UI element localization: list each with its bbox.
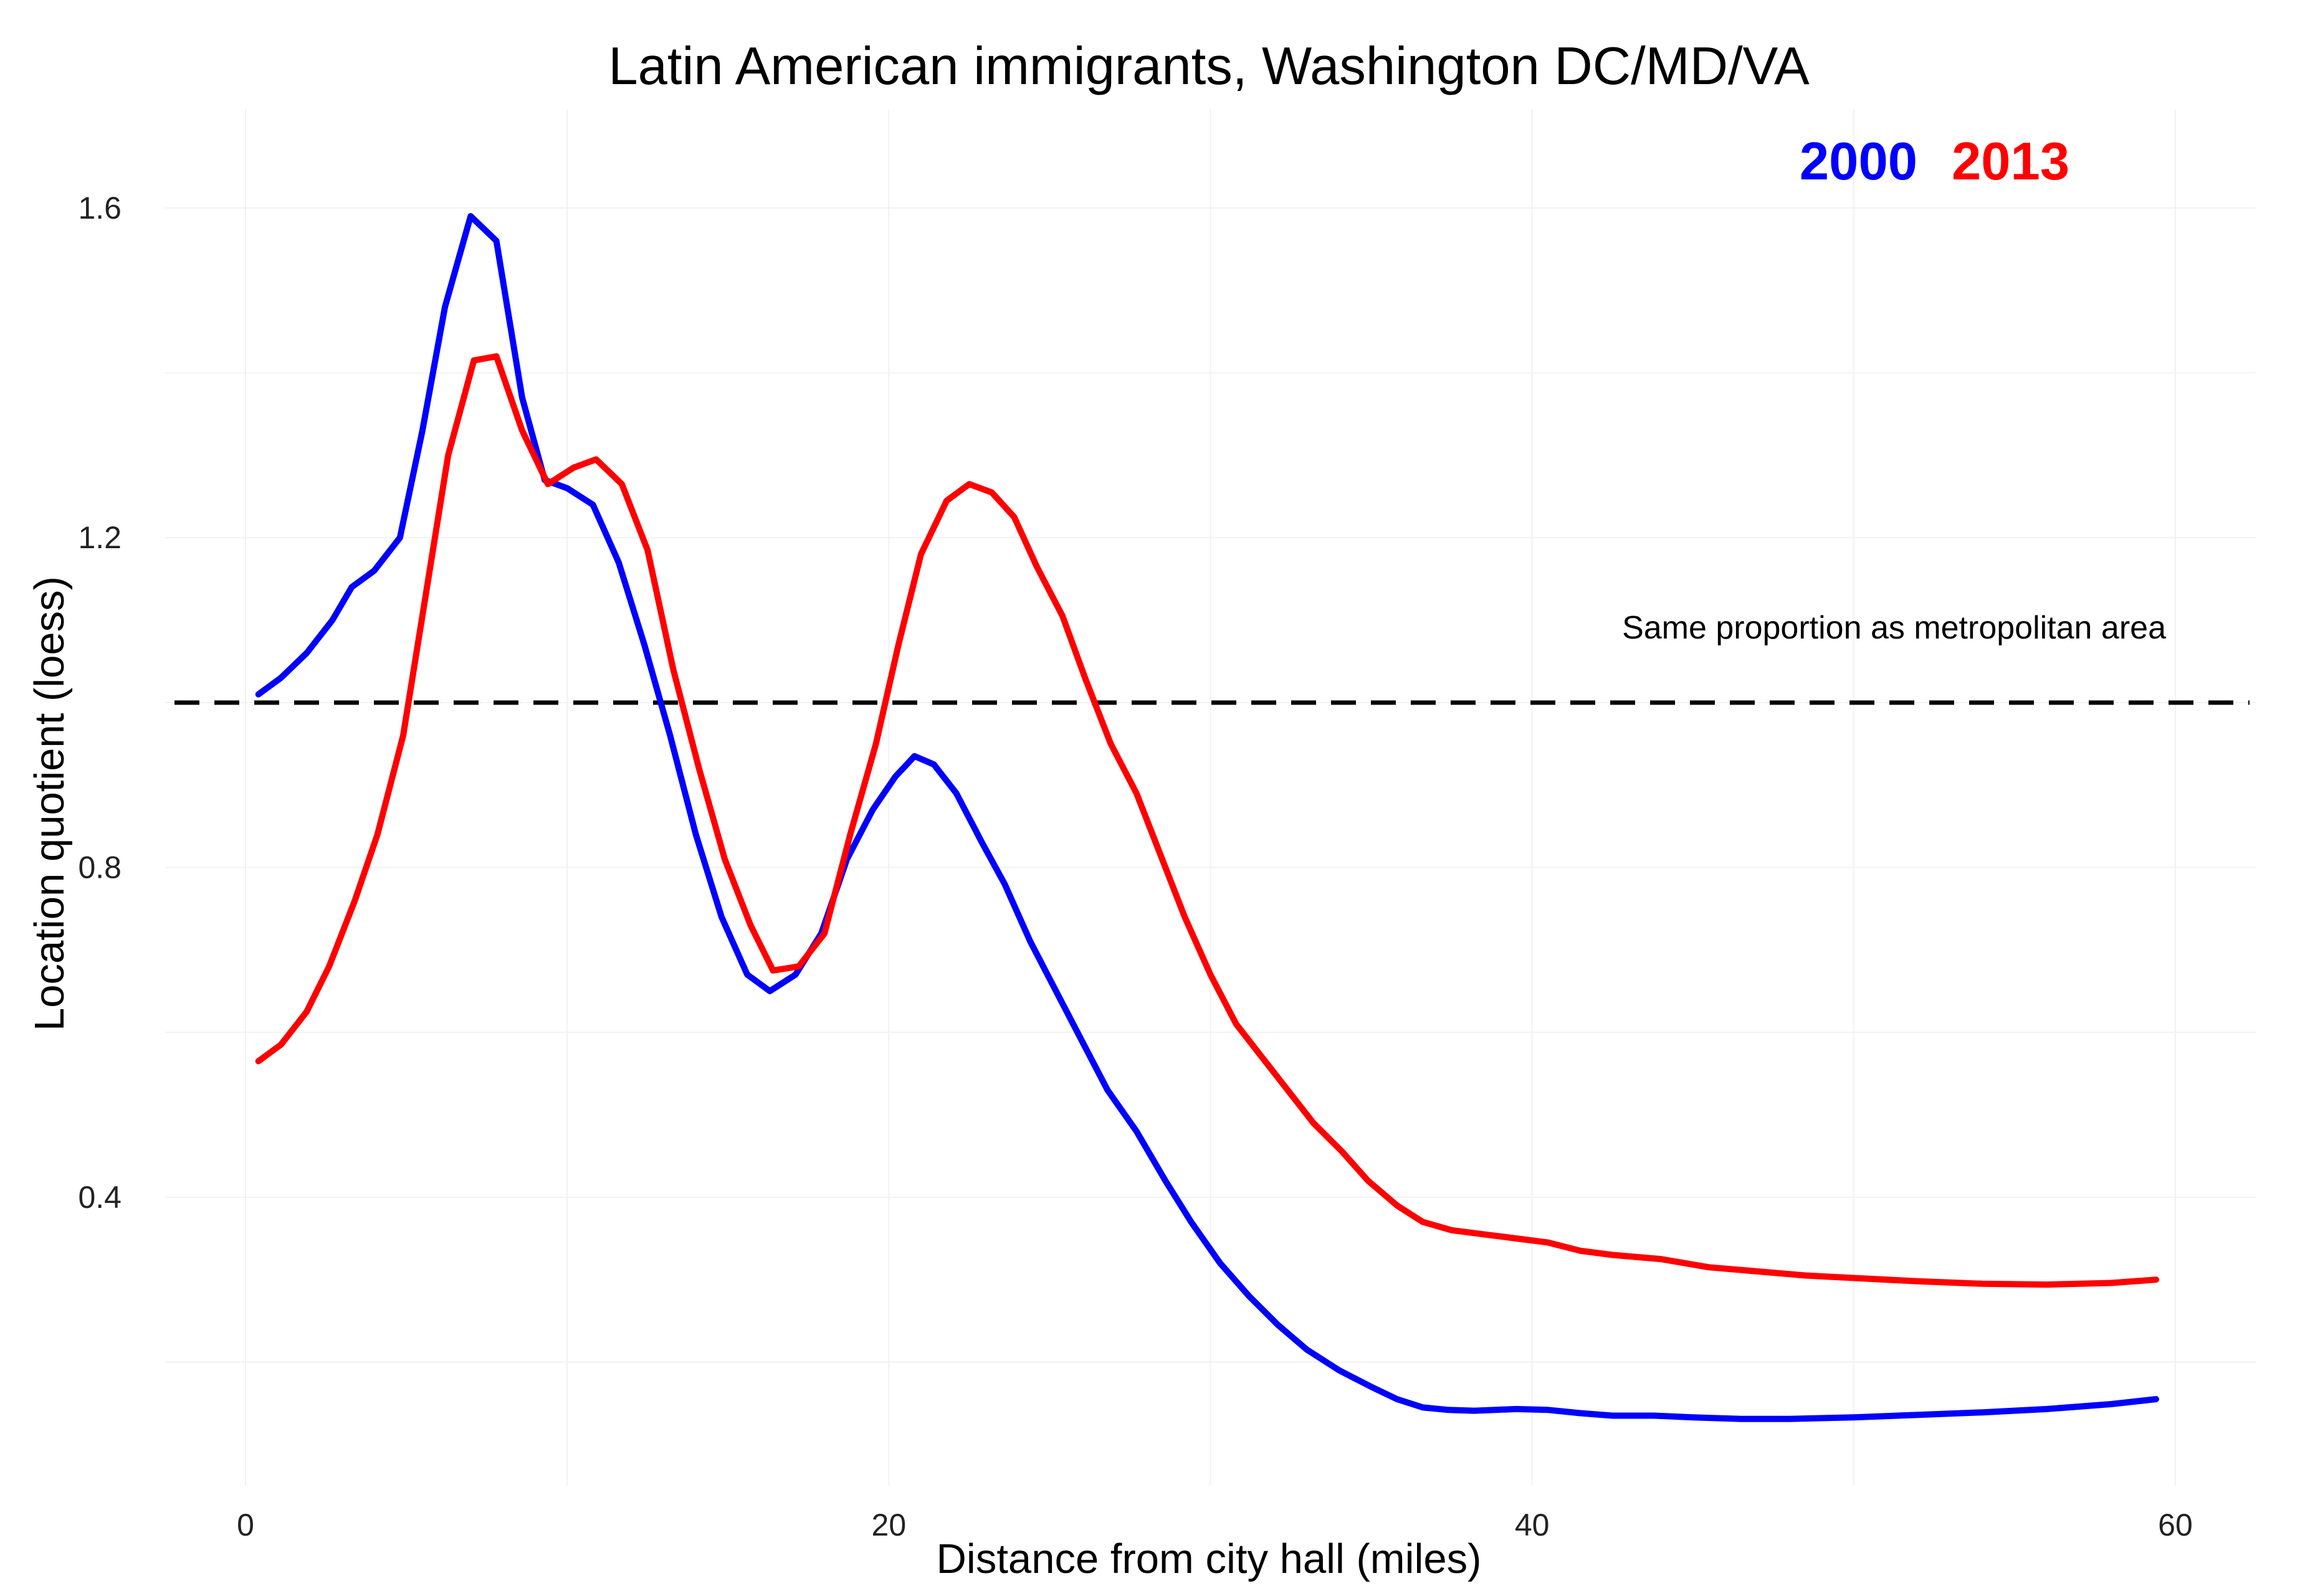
series-line-2013 <box>255 353 2159 1288</box>
x-tick-label: 40 <box>1515 1508 1550 1542</box>
y-axis-title: Location quotient (loess) <box>26 576 73 1031</box>
y-axis-ticks: 0.4 0.8 1.2 1.6 <box>78 191 122 1215</box>
series-lines <box>255 213 2159 1422</box>
chart-title: Latin American immigrants, Washington DC… <box>608 37 1810 96</box>
series-line-2000 <box>255 213 2159 1422</box>
x-tick-label: 60 <box>2158 1508 2193 1542</box>
x-axis-title: Distance from city hall (miles) <box>937 1536 1482 1582</box>
x-tick-label: 20 <box>872 1508 907 1542</box>
x-tick-label: 0 <box>237 1508 254 1542</box>
y-tick-label: 1.6 <box>78 191 122 226</box>
y-tick-label: 1.2 <box>78 520 122 555</box>
x-axis-ticks: 0 20 40 60 <box>237 1508 2193 1542</box>
legend-label-2000: 2000 <box>1800 132 1917 191</box>
y-tick-label: 0.4 <box>78 1180 122 1215</box>
legend-label-2013: 2013 <box>1952 132 2069 191</box>
reference-line-label: Same proportion as metropolitan area <box>1622 610 2166 646</box>
major-gridlines <box>165 109 2256 1486</box>
y-tick-label: 0.8 <box>78 850 122 885</box>
